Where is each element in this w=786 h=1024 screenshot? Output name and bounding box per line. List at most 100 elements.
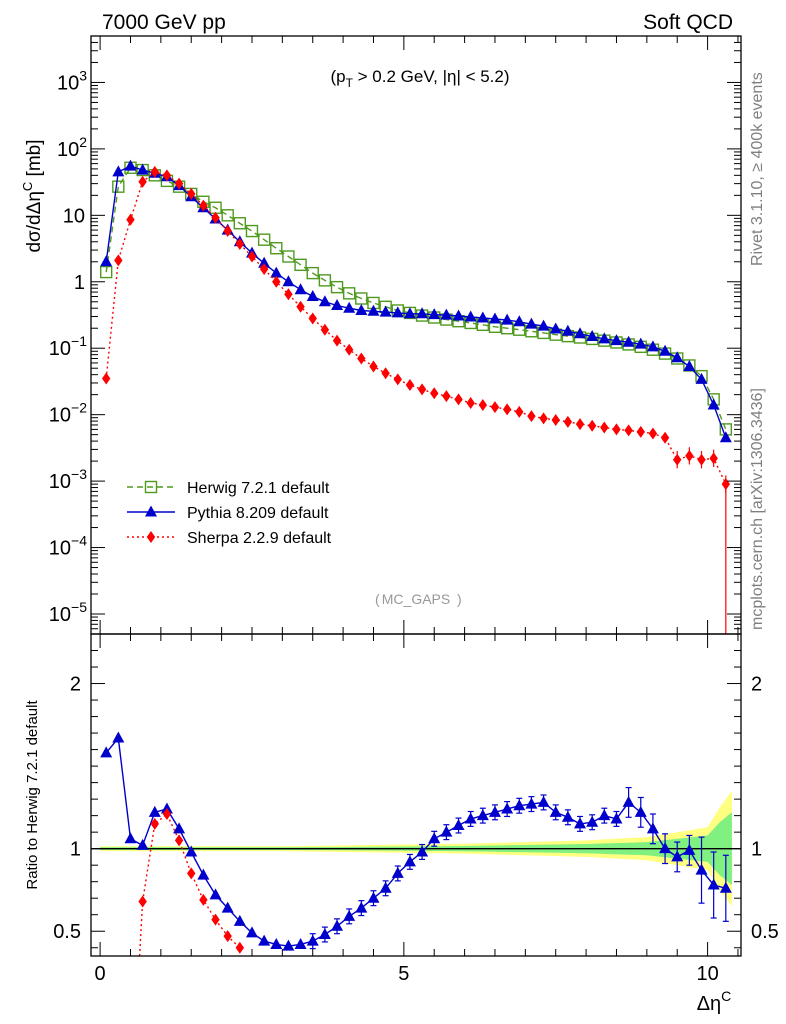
ratio-ylabel: Ratio to Herwig 7.2.1 default: [24, 700, 41, 890]
main-ylabel: dσ/dΔηC [mb]: [20, 139, 45, 252]
data-point: [138, 175, 147, 188]
y-tick-label: 1: [74, 272, 85, 294]
data-point: [101, 372, 111, 385]
ratio-point: [270, 937, 283, 949]
data-point: [114, 254, 123, 267]
ratio-point: [646, 822, 659, 834]
data-point: [673, 453, 682, 466]
ratio-point: [112, 731, 125, 743]
data-point: [296, 300, 305, 313]
data-point: [284, 288, 293, 301]
ratio-point: [440, 825, 453, 837]
x-tick-label: 0: [95, 963, 106, 985]
data-point: [646, 340, 659, 352]
ratio-point: [695, 863, 708, 875]
data-point: [294, 283, 307, 295]
data-point: [648, 427, 658, 440]
ratio-y-tick-label: 0.5: [53, 921, 81, 943]
ratio-point: [233, 914, 246, 926]
data-point: [490, 401, 500, 414]
data-point: [587, 419, 597, 432]
data-point: [525, 317, 538, 329]
ratio-point: [537, 795, 550, 807]
data-point: [478, 398, 488, 411]
series-1: [100, 159, 732, 443]
x-tick-label: 5: [398, 963, 409, 985]
data-point: [379, 305, 392, 317]
ratio-point: [211, 913, 220, 926]
ratio-series-0: [100, 731, 732, 951]
data-point: [357, 352, 366, 365]
ratio-point: [187, 867, 196, 880]
data-point: [272, 275, 281, 288]
data-point: [488, 312, 501, 324]
ratio-point: [501, 802, 514, 814]
ratio-point: [100, 746, 113, 758]
ratio-point: [513, 799, 526, 811]
data-point: [659, 344, 672, 356]
ratio-frame: [90, 633, 742, 957]
data-point: [187, 187, 196, 200]
data-point: [515, 405, 524, 418]
data-point: [257, 233, 271, 246]
ratio-point: [258, 934, 271, 946]
data-point: [162, 169, 172, 182]
ratio-point: [719, 881, 732, 893]
ratio-point: [659, 842, 672, 854]
data-point: [440, 308, 453, 320]
side-label-rivet: Rivet 3.1.10, ≥ 400k events: [749, 72, 766, 266]
data-point: [233, 217, 247, 230]
data-point: [318, 295, 331, 307]
data-point: [393, 373, 402, 386]
ratio-point: [367, 891, 380, 903]
ratio-point: [235, 941, 245, 954]
ratio-point: [209, 888, 222, 900]
data-point: [136, 163, 149, 175]
ratio-point: [476, 809, 489, 821]
ratio-xlabel: ΔηC: [697, 988, 732, 1015]
data-point: [575, 418, 585, 431]
ratio-point: [574, 817, 587, 829]
ratio-series-1: [138, 807, 245, 957]
ratio-point: [124, 832, 137, 844]
data-point: [634, 337, 647, 349]
data-point: [112, 165, 125, 177]
main-panel: 10−5 10−4 10−3 10−2 10−1 1 10 102 103 (pT > 0.2 …: [20, 35, 742, 635]
ratio-point: [586, 815, 599, 827]
y-tick-label: 10: [63, 205, 85, 227]
data-point: [549, 322, 562, 334]
ratio-point: [150, 817, 159, 830]
y-tick-label: 10−1: [49, 333, 87, 360]
ratio-point: [306, 934, 319, 946]
data-point: [551, 414, 560, 427]
data-point: [100, 255, 113, 267]
ratio-point: [634, 805, 647, 817]
ratio-point: [199, 893, 208, 906]
ratio-point: [452, 819, 465, 831]
data-point: [660, 431, 670, 444]
ratio-point: [622, 795, 635, 807]
series-0: [99, 161, 733, 436]
data-point: [574, 327, 587, 339]
ratio-point: [683, 843, 696, 855]
ratio-point: [294, 937, 307, 949]
ratio-point: [610, 812, 623, 824]
data-point: [174, 177, 184, 190]
data-point: [454, 393, 463, 406]
data-point: [211, 211, 220, 224]
data-point: [150, 165, 159, 178]
data-point: [600, 421, 609, 434]
data-point: [259, 263, 269, 276]
data-point: [308, 312, 317, 325]
ratio-point: [464, 812, 477, 824]
ratio-point: [488, 805, 501, 817]
data-point: [624, 424, 633, 437]
data-point: [355, 303, 368, 315]
data-point: [343, 301, 356, 313]
ratio-point: [707, 878, 720, 890]
data-point: [344, 343, 354, 356]
data-point: [561, 324, 574, 336]
series-line: [105, 165, 727, 438]
ratio-y-tick-label-right: 0.5: [751, 921, 779, 943]
ratio-point: [549, 805, 562, 817]
